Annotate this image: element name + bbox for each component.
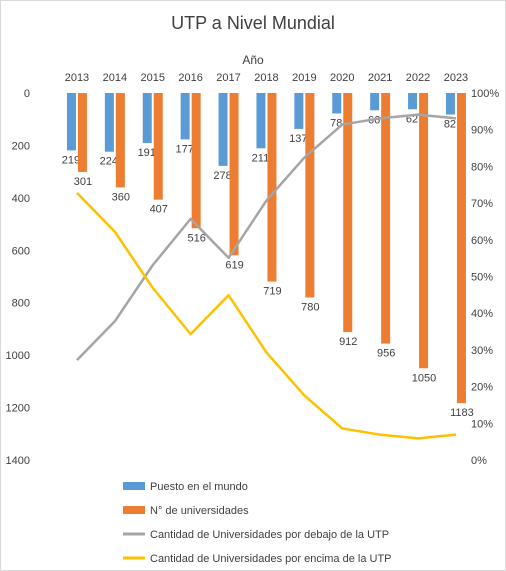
bar-data-label: 619 <box>225 259 243 271</box>
left-axis-tick-label: 1400 <box>6 455 30 467</box>
right-axis-tick-label: 30% <box>471 345 493 357</box>
bar-data-label: 191 <box>138 147 156 159</box>
bar-data-label: 137 <box>289 133 307 145</box>
right-axis-tick-label: 100% <box>471 88 499 100</box>
bar <box>256 93 266 149</box>
bar <box>229 93 239 256</box>
legend-label: N° de universidades <box>150 505 249 517</box>
bar-data-label: 211 <box>252 152 270 164</box>
x-axis-title: Año <box>242 53 264 67</box>
plot-area: 2013 2014 2015 2016 2017 2018 2019 2020 2021 2022… <box>6 72 500 467</box>
bar <box>370 93 380 111</box>
bar <box>66 93 76 151</box>
series-line <box>76 113 457 362</box>
left-axis-tick-label: 0 <box>24 88 30 100</box>
bar-data-label: 407 <box>150 204 168 216</box>
right-axis-tick-label: 60% <box>471 235 493 247</box>
bar-data-label: 278 <box>213 170 231 182</box>
right-axis-tick-label: 50% <box>471 272 493 284</box>
bar <box>153 93 163 200</box>
right-axis-tick-label: 70% <box>471 198 493 210</box>
bar <box>115 93 125 188</box>
x-tick-label: 2021 <box>368 72 392 84</box>
right-axis-tick-label: 10% <box>471 418 493 430</box>
left-axis-tick-label: 1000 <box>6 350 30 362</box>
bar <box>332 93 342 114</box>
legend: Puesto en el mundo N° de universidades Can… <box>123 481 392 565</box>
bar <box>381 93 391 344</box>
bar <box>267 93 277 282</box>
left-axis-tick-label: 1200 <box>6 403 30 415</box>
legend-label: Cantidad de Universidades por debajo de … <box>150 529 389 541</box>
x-tick-label: 2018 <box>254 72 278 84</box>
bar-data-label: 780 <box>301 301 319 313</box>
bar-data-label: 956 <box>377 348 395 360</box>
bar-data-label: 219 <box>62 154 80 166</box>
bar <box>305 93 315 298</box>
legend-label: Puesto en el mundo <box>150 481 248 493</box>
x-tick-label: 2022 <box>406 72 430 84</box>
right-axis-tick-label: 0% <box>471 455 487 467</box>
series-line <box>76 191 457 440</box>
right-axis-tick-label: 80% <box>471 161 493 173</box>
bar-data-label: 224 <box>100 156 118 168</box>
right-axis-tick-label: 20% <box>471 382 493 394</box>
bar <box>77 93 87 172</box>
bar <box>218 93 228 166</box>
bar <box>419 93 429 369</box>
bar <box>456 93 466 404</box>
x-tick-label: 2014 <box>103 72 127 84</box>
bar <box>343 93 353 333</box>
left-axis-tick-label: 200 <box>12 140 30 152</box>
bar-data-label: 719 <box>263 285 281 297</box>
legend-label: Cantidad de Universidades por encima de … <box>150 553 392 565</box>
chart-title: UTP a Nivel Mundial <box>171 13 335 33</box>
x-tick-label: 2013 <box>65 72 89 84</box>
bar-data-label: 1050 <box>412 372 436 384</box>
bar <box>294 93 304 129</box>
legend-swatch <box>123 506 145 514</box>
bar-data-label: 177 <box>175 143 193 155</box>
right-axis-tick-label: 90% <box>471 125 493 137</box>
left-axis-tick-label: 800 <box>12 298 30 310</box>
left-axis-tick-label: 600 <box>12 245 30 257</box>
bar-data-label: 301 <box>74 176 92 188</box>
legend-swatch <box>123 482 145 490</box>
x-tick-label: 2016 <box>178 72 202 84</box>
bar-data-label: 1183 <box>450 407 474 419</box>
x-tick-label: 2019 <box>292 72 316 84</box>
bar-data-label: 516 <box>187 232 205 244</box>
x-tick-label: 2023 <box>444 72 468 84</box>
x-tick-label: 2020 <box>330 72 354 84</box>
x-tick-label: 2015 <box>141 72 165 84</box>
right-axis-tick-label: 40% <box>471 308 493 320</box>
left-axis-tick-label: 400 <box>12 193 30 205</box>
bar <box>445 93 455 115</box>
bar-data-label: 360 <box>112 191 130 203</box>
bar <box>104 93 114 152</box>
x-tick-label: 2017 <box>216 72 240 84</box>
bar <box>180 93 190 140</box>
bar-data-label: 82 <box>444 118 456 130</box>
bar-data-label: 912 <box>339 336 357 348</box>
bar <box>408 93 418 110</box>
bar <box>191 93 201 229</box>
bar <box>142 93 152 144</box>
